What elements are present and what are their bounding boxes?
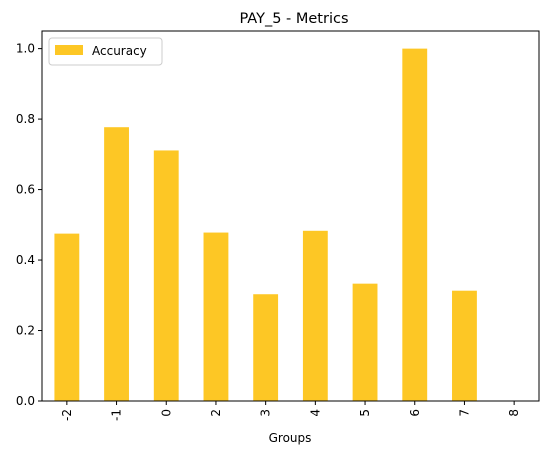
x-tick-label: 5 [358,409,372,417]
y-tick-label: 0.4 [16,253,35,267]
bar-6 [402,48,428,401]
x-tick-label: -1 [110,409,124,421]
x-tick-label: 6 [408,409,422,417]
x-tick-label: 0 [159,409,173,417]
x-axis-title: Groups [269,431,312,445]
x-tick-label: 3 [259,409,273,417]
y-tick-label: 1.0 [16,42,35,56]
bar-7 [452,290,477,401]
y-tick-label: 0.0 [16,394,35,408]
bar-4 [302,230,328,401]
bar-0 [153,150,179,401]
bar-3 [253,294,279,401]
y-tick-label: 0.8 [16,112,35,126]
y-tick-label: 0.6 [16,183,35,197]
x-tick-label: 2 [209,409,223,417]
bar--1 [104,127,129,401]
x-tick-label: -2 [60,409,74,421]
legend-label-accuracy: Accuracy [92,44,147,58]
y-tick-label: 0.2 [16,324,35,338]
ticks-layer: -2 -1 0 2 3 4 5 6 7 8 0.0 0.2 0.4 0.6 0.8 1.0 [16,42,521,421]
legend: Accuracy [48,37,163,66]
x-tick-label: 8 [507,409,521,417]
x-tick-label: 4 [308,409,322,417]
plot-frame [41,30,540,402]
legend-swatch [55,45,83,55]
chart-title: PAY_5 - Metrics [239,11,348,27]
bar-2 [203,232,229,401]
x-tick-label: 7 [457,409,471,417]
bar--2 [54,233,80,401]
legend-box [48,37,163,66]
bars-layer [54,48,477,401]
bar-5 [352,283,378,401]
